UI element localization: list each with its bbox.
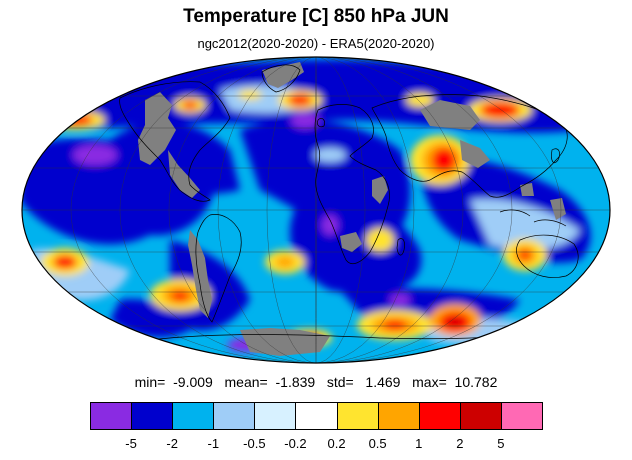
colorbar-tick-label: 0.2 [327, 436, 346, 451]
plot-subtitle: ngc2012(2020-2020) - ERA5(2020-2020) [197, 36, 435, 51]
colorbar-box [418, 402, 461, 430]
stat-max-value: 10.782 [454, 374, 498, 390]
colorbar-tick-label: -5 [125, 436, 137, 451]
stat-mean-value: -1.839 [275, 374, 316, 390]
colorbar-box [336, 402, 379, 430]
colorbar-box [213, 402, 256, 430]
stat-mean-label: mean= [224, 374, 268, 390]
stat-std-label: std= [326, 374, 354, 390]
colorbar [90, 402, 543, 430]
colorbar-tick-label: 0.5 [368, 436, 387, 451]
colorbar-tick-label: 5 [497, 436, 505, 451]
colorbar-tick-label: 2 [456, 436, 464, 451]
colorbar-box [90, 402, 133, 430]
colorbar-box [131, 402, 174, 430]
colorbar-tick-label: -0.5 [243, 436, 266, 451]
colorbar-box [377, 402, 420, 430]
colorbar-tick-label: -0.2 [284, 436, 307, 451]
stat-std-value: 1.469 [365, 374, 401, 390]
colorbar-box [295, 402, 338, 430]
stat-max-label: max= [412, 374, 447, 390]
stat-min-label: min= [134, 374, 166, 390]
map-field [22, 57, 610, 363]
colorbar-box [500, 402, 543, 430]
map-border [21, 56, 611, 364]
colorbar-box [254, 402, 297, 430]
colorbar-box [172, 402, 215, 430]
colorbar-tick-label: 1 [415, 436, 423, 451]
colorbar-box [459, 402, 502, 430]
colorbar-tick-label: -2 [166, 436, 178, 451]
stat-min-value: -9.009 [173, 374, 213, 390]
statistics-line: min= -9.009 mean= -1.839 std= 1.469 max=… [0, 374, 632, 390]
global-map [21, 56, 611, 364]
colorbar-tick-label: -1 [207, 436, 220, 451]
plot-title: Temperature [C] 850 hPa JUN [183, 6, 449, 27]
